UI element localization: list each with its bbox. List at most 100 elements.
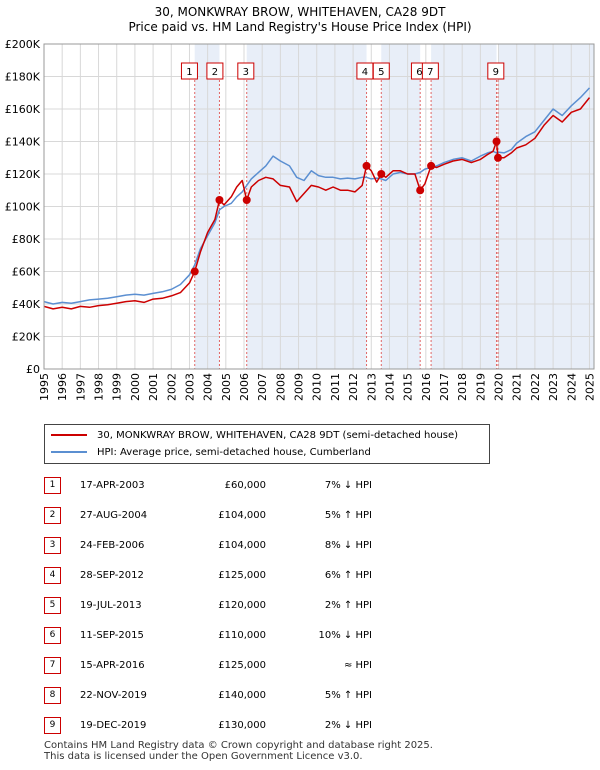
sale-label-box: 3 [237, 62, 255, 80]
x-tick-label: 2019 [474, 373, 487, 401]
sale-date-cell: 15-APR-2016 [80, 650, 190, 680]
table-row: 2 27-AUG-2004 £104,000 5% ↑ HPI [44, 500, 372, 530]
x-tick-label: 2005 [220, 373, 233, 401]
table-row: 8 22-NOV-2019 £140,000 5% ↑ HPI [44, 680, 372, 710]
sale-date: 15-APR-2016 [80, 659, 145, 671]
sale-number-badge-cell: 6 [44, 620, 80, 650]
hpi-series-line [43, 87, 591, 305]
sale-price-cell: £110,000 [190, 620, 266, 650]
sale-point-marker [362, 161, 371, 170]
sale-price: £125,000 [218, 569, 266, 581]
sale-price-cell: £125,000 [190, 560, 266, 590]
x-tick-label: 2016 [420, 373, 433, 401]
sale-label-box-number: 9 [493, 67, 499, 78]
plot-frame [43, 43, 595, 370]
sale-date: 19-JUL-2013 [80, 599, 142, 611]
y-tick-label: £20K [12, 331, 41, 344]
x-tick-label: 2008 [274, 373, 287, 401]
sale-date-cell: 19-DEC-2019 [80, 710, 190, 740]
transactions-table: 1 17-APR-2003 £60,000 7% ↓ HPI 2 27-AUG-2004 £… [44, 470, 372, 740]
x-tick-label: 2015 [402, 373, 415, 401]
sale-number-badge-cell: 4 [44, 560, 80, 590]
sale-hpi-diff: 8% ↓ HPI [324, 539, 372, 551]
sale-number-badge-cell: 9 [44, 710, 80, 740]
table-row: 9 19-DEC-2019 £130,000 2% ↓ HPI [44, 710, 372, 740]
x-tick-label: 2000 [129, 373, 142, 401]
x-tick-label: 2009 [293, 373, 306, 401]
sale-label-box-frame [237, 62, 255, 80]
table-row: 1 17-APR-2003 £60,000 7% ↓ HPI [44, 470, 372, 500]
x-tick-label: 2010 [311, 373, 324, 401]
sale-hpi-diff: 5% ↑ HPI [324, 509, 372, 521]
legend-entry-hpi: HPI: Average price, semi-detached house,… [51, 445, 371, 459]
x-tick-label: 2001 [147, 373, 160, 401]
sale-date-cell: 17-APR-2003 [80, 470, 190, 500]
sale-point-marker [242, 196, 251, 204]
sale-hpi-diff-cell: 2% ↑ HPI [266, 590, 372, 620]
x-tick-label: 2007 [256, 373, 269, 401]
x-tick-label: 2020 [493, 373, 506, 401]
sale-date: 28-SEP-2012 [80, 569, 144, 581]
sale-price-cell: £60,000 [190, 470, 266, 500]
sale-number-badge-cell: 2 [44, 500, 80, 530]
sale-price: £120,000 [218, 599, 266, 611]
x-tick-label: 2017 [438, 373, 451, 401]
sale-date-cell: 24-FEB-2006 [80, 530, 190, 560]
x-tick-label: 2014 [383, 373, 396, 401]
x-tick-label: 2006 [238, 373, 251, 401]
x-tick-label: 1997 [74, 373, 87, 401]
sale-point-marker [377, 170, 386, 178]
table-row: 4 28-SEP-2012 £125,000 6% ↑ HPI [44, 560, 372, 590]
x-tick-label: 2022 [529, 373, 542, 401]
legend-entry-property: 30, MONKWRAY BROW, WHITEHAVEN, CA28 9DT … [51, 428, 458, 442]
sale-label-box-number: 3 [243, 67, 249, 78]
sale-number-badge: 3 [44, 536, 61, 554]
y-tick-label: £120K [5, 168, 41, 181]
y-tick-label: £140K [5, 136, 41, 149]
sale-point-marker [494, 153, 502, 162]
sale-number-badge-cell: 8 [44, 680, 80, 710]
sale-date: 19-DEC-2019 [80, 719, 147, 731]
x-tick-label: 2024 [565, 373, 578, 401]
sale-label-box: 9 [487, 62, 505, 80]
sale-hpi-diff-cell: 7% ↓ HPI [266, 470, 372, 500]
sale-date-cell: 19-JUL-2013 [80, 590, 190, 620]
sale-price: £125,000 [218, 659, 266, 671]
sale-number-badge-cell: 5 [44, 590, 80, 620]
sale-date: 22-NOV-2019 [80, 689, 147, 701]
sale-label-box: 2 [206, 62, 224, 80]
sale-price: £110,000 [218, 629, 266, 641]
x-tick-label: 1996 [56, 373, 69, 401]
sale-hpi-diff: 6% ↑ HPI [324, 569, 372, 581]
sale-label-box-number: 4 [362, 67, 368, 78]
sale-number-badge: 8 [44, 686, 61, 704]
x-tick-label: 2023 [547, 373, 560, 401]
x-tick-label: 2011 [329, 373, 342, 401]
table-row: 6 11-SEP-2015 £110,000 10% ↓ HPI [44, 620, 372, 650]
sale-point-marker [492, 137, 501, 146]
x-tick-label: 2013 [365, 373, 378, 401]
footer: Contains HM Land Registry data © Crown c… [44, 740, 433, 762]
y-tick-label: £40K [12, 298, 41, 311]
sale-hpi-diff-cell: 6% ↑ HPI [266, 560, 372, 590]
legend-swatch-property [51, 434, 87, 436]
y-tick-label: £160K [5, 103, 41, 116]
sale-point-marker [427, 161, 436, 170]
chart-legend: 30, MONKWRAY BROW, WHITEHAVEN, CA28 9DT … [44, 424, 490, 464]
sale-price: £140,000 [218, 689, 266, 701]
sale-label-box-number: 2 [212, 67, 218, 78]
sale-price: £104,000 [218, 509, 266, 521]
sale-hpi-diff-cell: ≈ HPI [266, 650, 372, 680]
sale-price-cell: £130,000 [190, 710, 266, 740]
sale-number-badge: 9 [44, 716, 61, 734]
sale-number-badge: 7 [44, 656, 61, 674]
x-tick-label: 2025 [583, 373, 596, 401]
sale-price-cell: £104,000 [190, 500, 266, 530]
sale-hpi-diff: 2% ↑ HPI [324, 599, 372, 611]
sale-hpi-diff-cell: 10% ↓ HPI [266, 620, 372, 650]
x-tick-label: 1995 [38, 373, 51, 401]
sale-hpi-diff: 2% ↓ HPI [324, 719, 372, 731]
sale-price: £104,000 [218, 539, 266, 551]
sale-price: £60,000 [224, 479, 266, 491]
